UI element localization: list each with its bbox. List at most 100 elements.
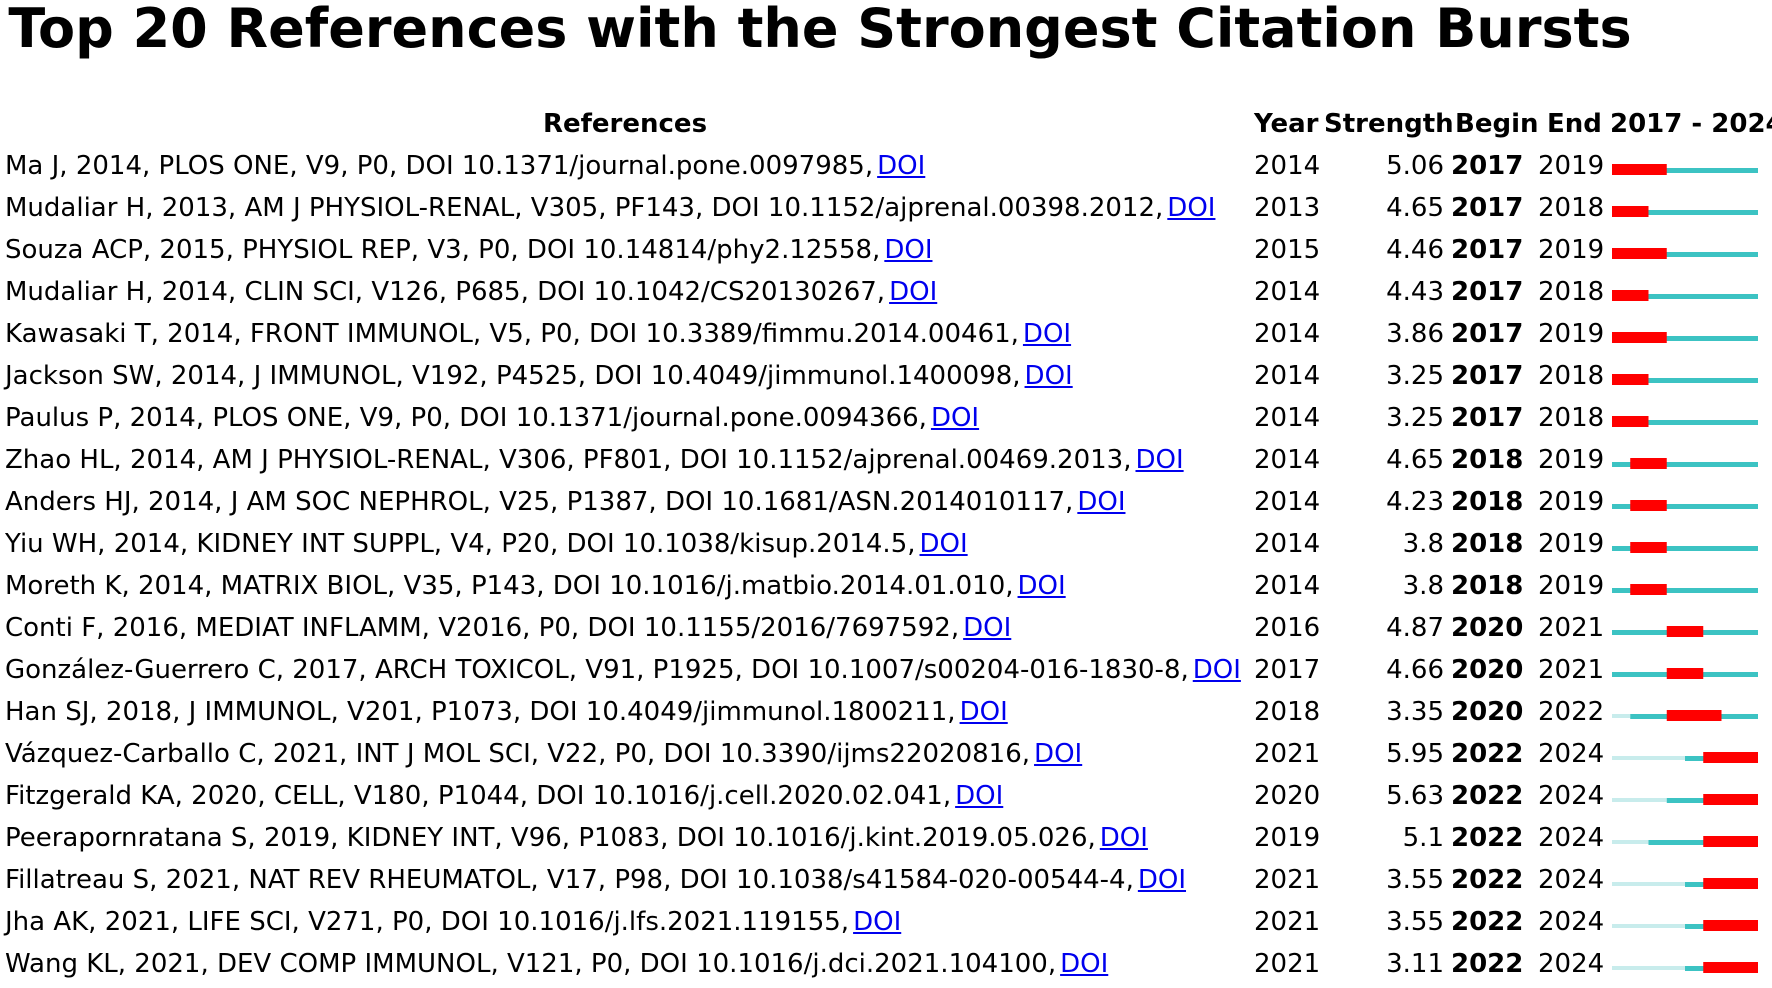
doi-link[interactable]: DOI (930, 403, 980, 433)
doi-link[interactable]: DOI (1017, 571, 1066, 601)
timeline-inactive-segment (1612, 882, 1685, 886)
timeline-active-segment (1612, 210, 1758, 215)
burst-timeline (1612, 878, 1758, 889)
doi-link[interactable]: DOI (1167, 193, 1216, 223)
end-cell: 2018 (1538, 403, 1605, 433)
strength-cell: 4.65 (1386, 193, 1444, 223)
table-row: Peerapornratana S, 2019, KIDNEY INT, V96… (0, 820, 1772, 862)
burst-segment (1630, 458, 1667, 469)
begin-cell: 2022 (1451, 823, 1524, 853)
doi-link[interactable]: DOI (955, 781, 1004, 811)
doi-link[interactable]: DOI (853, 907, 902, 937)
begin-cell: 2022 (1451, 865, 1524, 895)
begin-cell: 2022 (1451, 907, 1524, 937)
reference-cell: Han SJ, 2018, J IMMUNOL, V201, P1073, DO… (5, 694, 1008, 730)
reference-text: Zhao HL, 2014, AM J PHYSIOL-RENAL, V306,… (5, 445, 1132, 475)
table-row: Zhao HL, 2014, AM J PHYSIOL-RENAL, V306,… (0, 442, 1772, 484)
burst-table: Ma J, 2014, PLOS ONE, V9, P0, DOI 10.137… (0, 148, 1772, 988)
reference-cell: González-Guerrero C, 2017, ARCH TOXICOL,… (5, 652, 1241, 688)
begin-cell: 2018 (1451, 571, 1524, 601)
reference-cell: Conti F, 2016, MEDIAT INFLAMM, V2016, P0… (5, 610, 1011, 646)
reference-text: Jackson SW, 2014, J IMMUNOL, V192, P4525… (5, 361, 1021, 391)
reference-text: Han SJ, 2018, J IMMUNOL, V201, P1073, DO… (5, 697, 956, 727)
doi-link[interactable]: DOI (959, 697, 1008, 727)
table-row: Jackson SW, 2014, J IMMUNOL, V192, P4525… (0, 358, 1772, 400)
doi-link[interactable]: DOI (1192, 655, 1241, 685)
year-cell: 2019 (1254, 823, 1321, 853)
reference-text: Mudaliar H, 2014, CLIN SCI, V126, P685, … (5, 277, 886, 307)
doi-link[interactable]: DOI (884, 235, 933, 265)
reference-text: Conti F, 2016, MEDIAT INFLAMM, V2016, P0… (5, 613, 960, 643)
burst-segment (1703, 794, 1758, 805)
end-cell: 2024 (1538, 949, 1605, 979)
burst-timeline (1612, 374, 1758, 385)
timeline-active-segment (1612, 294, 1758, 299)
reference-cell: Mudaliar H, 2014, CLIN SCI, V126, P685, … (5, 274, 937, 310)
table-row: Mudaliar H, 2014, CLIN SCI, V126, P685, … (0, 274, 1772, 316)
doi-link[interactable]: DOI (1137, 865, 1187, 895)
burst-timeline (1612, 164, 1758, 175)
doi-link[interactable]: DOI (1135, 445, 1184, 475)
strength-cell: 4.23 (1386, 487, 1444, 517)
doi-link[interactable]: DOI (963, 613, 1012, 643)
doi-link[interactable]: DOI (1022, 319, 1072, 349)
reference-text: Yiu WH, 2014, KIDNEY INT SUPPL, V4, P20,… (5, 529, 916, 559)
burst-segment (1666, 668, 1704, 679)
reference-text: Fillatreau S, 2021, NAT REV RHEUMATOL, V… (5, 865, 1134, 895)
year-cell: 2016 (1254, 613, 1321, 643)
year-cell: 2021 (1254, 949, 1321, 979)
reference-text: Moreth K, 2014, MATRIX BIOL, V35, P143, … (5, 571, 1014, 601)
table-row: Moreth K, 2014, MATRIX BIOL, V35, P143, … (0, 568, 1772, 610)
burst-timeline (1612, 290, 1758, 301)
timeline-active-segment (1612, 588, 1758, 593)
year-cell: 2020 (1254, 781, 1321, 811)
timeline-active-segment (1612, 336, 1758, 341)
burst-timeline (1612, 584, 1758, 595)
doi-link[interactable]: DOI (1024, 361, 1073, 391)
header-references: References (542, 109, 708, 139)
table-row: Kawasaki T, 2014, FRONT IMMUNOL, V5, P0,… (0, 316, 1772, 358)
begin-cell: 2017 (1451, 277, 1524, 307)
doi-link[interactable]: DOI (1034, 739, 1083, 769)
doi-link[interactable]: DOI (919, 529, 968, 559)
page-title: Top 20 References with the Strongest Cit… (8, 0, 1632, 60)
doi-link[interactable]: DOI (877, 151, 926, 181)
burst-segment (1703, 836, 1758, 847)
doi-link[interactable]: DOI (1077, 487, 1126, 517)
table-row: Fillatreau S, 2021, NAT REV RHEUMATOL, V… (0, 862, 1772, 904)
end-cell: 2019 (1538, 571, 1605, 601)
reference-text: Mudaliar H, 2013, AM J PHYSIOL-RENAL, V3… (5, 193, 1164, 223)
begin-cell: 2018 (1451, 445, 1524, 475)
timeline-inactive-segment (1612, 924, 1685, 928)
reference-cell: Wang KL, 2021, DEV COMP IMMUNOL, V121, P… (5, 946, 1108, 982)
burst-segment (1703, 962, 1758, 973)
reference-cell: Ma J, 2014, PLOS ONE, V9, P0, DOI 10.137… (5, 148, 925, 184)
table-row: Yiu WH, 2014, KIDNEY INT SUPPL, V4, P20,… (0, 526, 1772, 568)
end-cell: 2019 (1538, 151, 1605, 181)
begin-cell: 2022 (1451, 739, 1524, 769)
table-row: Vázquez-Carballo C, 2021, INT J MOL SCI,… (0, 736, 1772, 778)
doi-link[interactable]: DOI (889, 277, 938, 307)
end-cell: 2019 (1538, 529, 1605, 559)
reference-text: Anders HJ, 2014, J AM SOC NEPHROL, V25, … (5, 487, 1074, 517)
strength-cell: 4.46 (1386, 235, 1444, 265)
reference-cell: Vázquez-Carballo C, 2021, INT J MOL SCI,… (5, 736, 1082, 772)
burst-segment (1630, 584, 1667, 595)
burst-timeline (1612, 752, 1758, 763)
end-cell: 2018 (1538, 361, 1605, 391)
strength-cell: 3.25 (1386, 361, 1444, 391)
year-cell: 2021 (1254, 907, 1321, 937)
doi-link[interactable]: DOI (1099, 823, 1148, 853)
table-row: Fitzgerald KA, 2020, CELL, V180, P1044, … (0, 778, 1772, 820)
end-cell: 2021 (1538, 613, 1605, 643)
strength-cell: 3.8 (1402, 529, 1444, 559)
burst-timeline (1612, 248, 1758, 259)
reference-cell: Mudaliar H, 2013, AM J PHYSIOL-RENAL, V3… (5, 190, 1215, 226)
timeline-inactive-segment (1612, 966, 1685, 970)
end-cell: 2024 (1538, 907, 1605, 937)
strength-cell: 3.35 (1386, 697, 1444, 727)
doi-link[interactable]: DOI (1060, 949, 1109, 979)
begin-cell: 2018 (1451, 529, 1524, 559)
year-cell: 2013 (1254, 193, 1321, 223)
burst-timeline (1612, 458, 1758, 469)
